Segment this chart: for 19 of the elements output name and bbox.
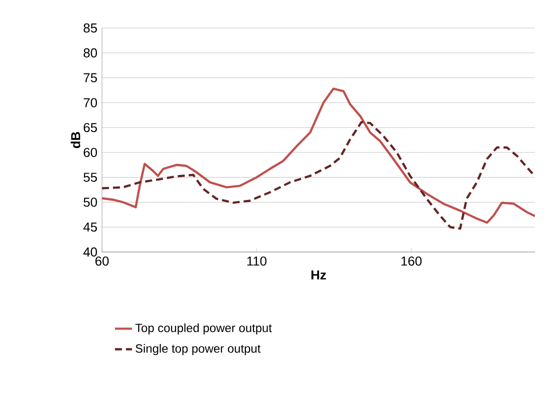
y-tick-label: 70 [84,98,97,108]
y-tick-label: 65 [84,122,97,132]
y-tick-label: 45 [83,222,97,232]
y-tick-label: 55 [84,172,97,182]
x-tick-label: 60 [95,256,109,266]
x-tick-label: 110 [247,256,266,266]
y-tick-label: 40 [83,247,97,257]
y-tick-label: 60 [84,148,97,158]
x-tick-label: 160 [401,256,422,266]
legend-label: Single top power output [136,344,261,356]
x-axis-title: Hz [311,270,326,280]
y-axis-title: dB [70,132,80,148]
line-series [102,120,536,230]
line-series [102,88,536,224]
legend-label: Top coupled power output [135,323,272,335]
y-tick-label: 75 [84,73,97,82]
y-tick-label: 85 [84,23,97,33]
y-tick-label: 80 [84,48,97,58]
y-tick-label: 50 [84,198,97,207]
